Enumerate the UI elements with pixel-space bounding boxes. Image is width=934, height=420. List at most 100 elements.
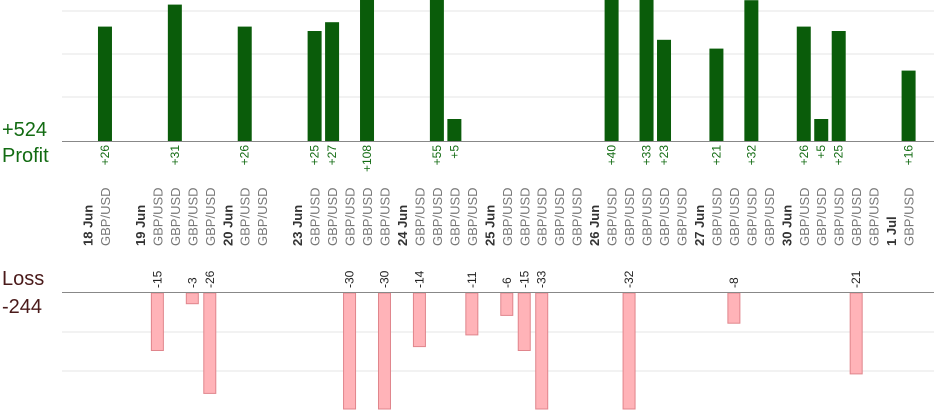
profit-value-label: +31 [168, 145, 182, 166]
currency-pair-label: GBP/USD [150, 187, 165, 246]
currency-pair-label: GBP/USD [849, 187, 864, 246]
currency-pair-label: GBP/USD [640, 187, 655, 246]
profit-value-label: +21 [709, 145, 723, 166]
loss-gridlines [62, 331, 934, 372]
date-label: 30 Jun [779, 205, 794, 246]
profit-bar [657, 39, 672, 141]
currency-pair-label: GBP/USD [902, 187, 917, 246]
currency-pair-label: GBP/USD [325, 187, 340, 246]
x-axis-labels: 18 Jun 19 Jun 20 Jun 23 Jun 24 Jun 25 Jun 26 J… [81, 187, 917, 246]
currency-pair-label: GBP/USD [832, 187, 847, 246]
currency-pair-label: GBP/USD [185, 187, 200, 246]
profit-value-label: +26 [797, 145, 811, 166]
profit-bar [831, 31, 846, 141]
date-label: 1 Jul [884, 216, 899, 246]
currency-pair-label: GBP/USD [238, 187, 253, 246]
profit-label: Profit [2, 145, 49, 167]
profit-value-label: +5 [447, 145, 461, 159]
loss-bar [377, 292, 391, 410]
profit-value-label: +27 [325, 145, 339, 166]
currency-pair-label: GBP/USD [430, 187, 445, 246]
loss-value-label: -6 [500, 277, 514, 288]
profit-bar [325, 22, 340, 142]
loss-value-label: -32 [622, 270, 636, 288]
profit-bar [447, 119, 462, 141]
currency-pair-label: GBP/USD [622, 187, 637, 246]
currency-pair-label: GBP/USD [867, 187, 882, 246]
loss-bar [517, 292, 531, 351]
currency-pair-label: GBP/USD [377, 187, 392, 246]
date-label: 20 Jun [220, 205, 235, 246]
currency-pair-label: GBP/USD [814, 187, 829, 246]
currency-pair-label: GBP/USD [255, 187, 270, 246]
currency-pair-label: GBP/USD [727, 187, 742, 246]
loss-bar [465, 292, 479, 336]
currency-pair-label: GBP/USD [762, 187, 777, 246]
profit-bar [709, 48, 724, 141]
currency-pair-label: GBP/USD [570, 187, 585, 246]
currency-pair-label: GBP/USD [203, 187, 218, 246]
loss-total: -244 [2, 296, 43, 318]
loss-value-label: -15 [150, 270, 164, 288]
profit-value-label: +108 [360, 145, 374, 172]
profit-value-label: +16 [902, 145, 916, 166]
date-label: 18 Jun [81, 205, 96, 246]
currency-pair-label: GBP/USD [744, 187, 759, 246]
profit-gridlines [62, 10, 934, 98]
currency-pair-label: GBP/USD [535, 187, 550, 246]
profit-bar [639, 0, 654, 141]
currency-pair-label: GBP/USD [552, 187, 567, 246]
value-labels: +26-15+31-3 -26+26 +25 +27-30+108-30 -14+55 +… [98, 145, 916, 288]
currency-pair-label: GBP/USD [517, 187, 532, 246]
date-label: 26 Jun [587, 205, 602, 246]
profit-value-label: +55 [430, 145, 444, 166]
currency-pair-label: GBP/USD [98, 187, 113, 246]
loss-value-label: -15 [517, 270, 531, 288]
profit-total: +524 [2, 119, 48, 141]
loss-value-label: -11 [465, 271, 479, 288]
currency-pair-label: GBP/USD [605, 187, 620, 246]
currency-pair-label: GBP/USD [657, 187, 672, 246]
profit-bar [814, 119, 829, 141]
date-label: 19 Jun [133, 205, 148, 246]
profit-value-label: +25 [308, 145, 322, 166]
profit-bar [901, 70, 916, 141]
loss-bar [412, 292, 426, 348]
loss-bar [150, 292, 164, 351]
profit-value-label: +26 [98, 145, 112, 166]
profit-value-label: +26 [238, 145, 252, 166]
loss-value-label: -33 [535, 270, 549, 288]
profit-bar [360, 0, 375, 141]
profit-bar [604, 0, 619, 141]
profit-bar [167, 4, 182, 141]
loss-value-label: -30 [343, 270, 357, 288]
date-label: 27 Jun [692, 205, 707, 246]
profit-value-label: +5 [814, 145, 828, 159]
loss-value-label: -21 [849, 270, 863, 288]
profit-value-label: +25 [832, 145, 846, 166]
loss-bar [343, 292, 357, 410]
loss-bar [849, 292, 863, 375]
bar-series [97, 0, 916, 410]
currency-pair-label: GBP/USD [168, 187, 183, 246]
date-label: 24 Jun [395, 205, 410, 246]
loss-bar [622, 292, 636, 410]
loss-value-label: -3 [185, 277, 199, 288]
loss-bar [203, 292, 217, 394]
profit-bar [429, 0, 444, 141]
currency-pair-label: GBP/USD [447, 187, 462, 246]
date-label: 25 Jun [482, 205, 497, 246]
currency-pair-label: GBP/USD [360, 187, 375, 246]
loss-value-label: -30 [377, 270, 391, 288]
profit-value-label: +33 [640, 145, 654, 166]
loss-bar [535, 292, 549, 410]
profit-bar [307, 31, 322, 141]
loss-label: Loss [2, 268, 45, 290]
profit-value-label: +32 [744, 145, 758, 166]
currency-pair-label: GBP/USD [500, 187, 515, 246]
profit-bar [796, 26, 811, 142]
date-label: 23 Jun [290, 205, 305, 246]
loss-value-label: -8 [727, 277, 741, 288]
currency-pair-label: GBP/USD [674, 187, 689, 246]
